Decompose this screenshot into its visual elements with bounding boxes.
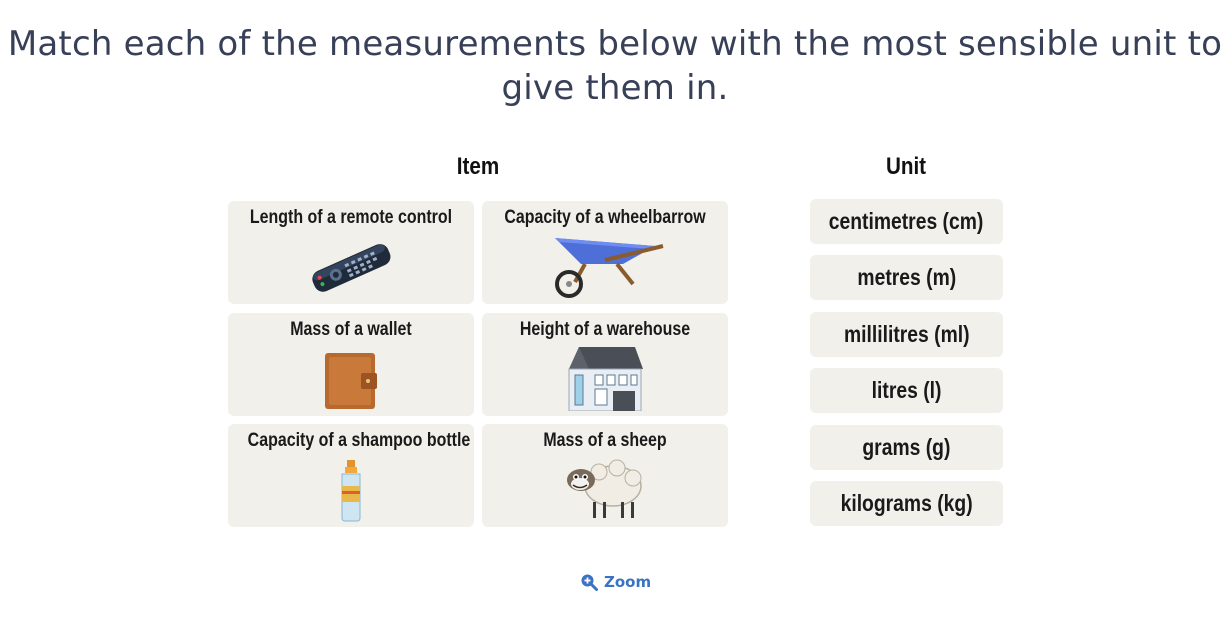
- unit-option-kilograms[interactable]: kilograms (kg): [810, 481, 1003, 526]
- item-label: Mass of a sheep: [543, 430, 667, 451]
- item-label: Capacity of a wheelbarrow: [504, 207, 706, 228]
- item-card-wallet[interactable]: Mass of a wallet: [228, 313, 474, 416]
- remote-control-icon: [312, 244, 391, 292]
- sheep-icon: [567, 459, 642, 518]
- question-text: Match each of the measurements below wit…: [0, 22, 1230, 110]
- unit-option-grams[interactable]: grams (g): [810, 425, 1003, 470]
- item-card-wheelbarrow[interactable]: Capacity of a wheelbarrow: [482, 201, 728, 304]
- unit-option-metres[interactable]: metres (m): [810, 255, 1003, 300]
- item-label: Length of a remote control: [249, 207, 453, 228]
- item-label: Mass of a wallet: [290, 319, 412, 340]
- unit-label: grams (g): [862, 434, 951, 460]
- item-card-remote-control[interactable]: Length of a remote control: [228, 201, 474, 304]
- item-label: Capacity of a shampoo bottle: [247, 430, 471, 451]
- zoom-button[interactable]: Zoom: [580, 571, 651, 593]
- shampoo-bottle-icon: [341, 460, 361, 522]
- wallet-icon: [325, 353, 377, 409]
- zoom-label: Zoom: [604, 573, 652, 591]
- item-card-shampoo-bottle[interactable]: Capacity of a shampoo bottle: [228, 424, 474, 527]
- zoom-in-icon: [581, 574, 598, 591]
- item-card-warehouse[interactable]: Height of a warehouse: [482, 313, 728, 416]
- unit-label: metres (m): [857, 264, 956, 290]
- unit-label: millilitres (ml): [843, 321, 970, 347]
- unit-option-millilitres[interactable]: millilitres (ml): [810, 312, 1003, 357]
- unit-column-heading: Unit: [885, 153, 927, 180]
- unit-option-centimetres[interactable]: centimetres (cm): [810, 199, 1003, 244]
- unit-label: centimetres (cm): [829, 208, 984, 234]
- item-column-heading: Item: [456, 153, 500, 180]
- warehouse-icon: [568, 347, 643, 411]
- unit-label: kilograms (kg): [840, 490, 973, 516]
- question-line-1: Match each of the measurements below wit…: [7, 24, 1223, 64]
- item-label: Height of a warehouse: [519, 319, 691, 340]
- question-line-2: give them in.: [501, 68, 729, 108]
- unit-option-litres[interactable]: litres (l): [810, 368, 1003, 413]
- unit-label: litres (l): [871, 377, 942, 403]
- item-card-sheep[interactable]: Mass of a sheep: [482, 424, 728, 527]
- wheelbarrow-icon: [555, 238, 664, 298]
